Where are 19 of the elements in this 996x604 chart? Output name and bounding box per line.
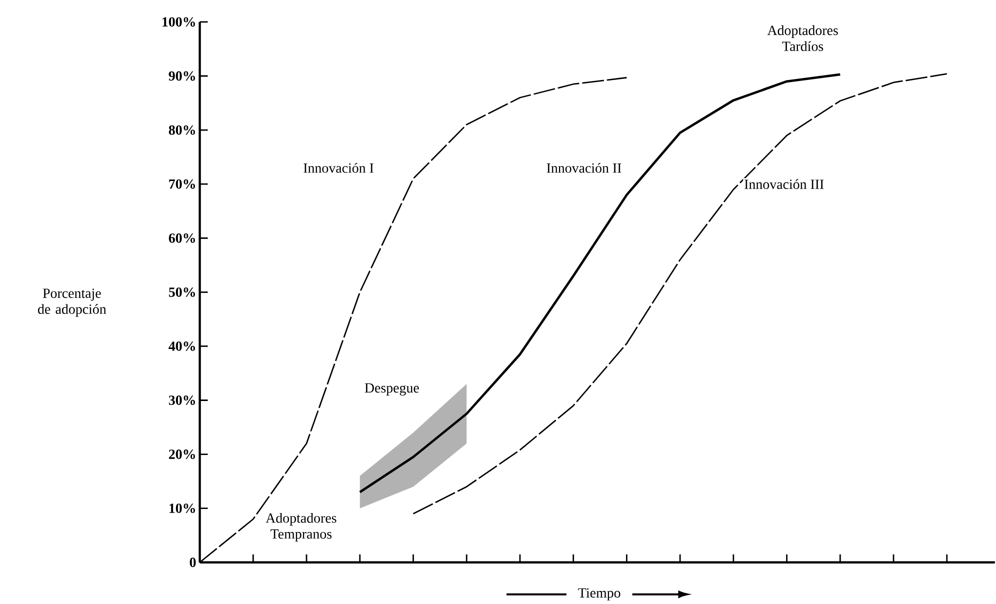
annotation: Adoptadores Tardíos	[767, 25, 838, 52]
x-axis-title: Tiempo	[578, 588, 620, 601]
annotation: Despegue	[364, 383, 419, 396]
y-tick-label: 60%	[168, 234, 195, 243]
y-tick-label: 100%	[162, 17, 195, 27]
text: Innovación I	[304, 163, 374, 173]
y-tick-label: 30%	[168, 396, 195, 406]
y-tick-label: 10%	[170, 504, 195, 514]
y-tick-label: 90%	[168, 71, 195, 81]
y-tick-label: 80%	[168, 125, 195, 135]
y-tick-label: 0	[190, 558, 196, 568]
y-tick-label: 40%	[168, 342, 195, 352]
y-axis-title: Porcentaje de adopción	[38, 288, 106, 317]
series-label: Innovación III	[744, 179, 824, 190]
series-label: Innovación II	[546, 163, 622, 173]
y-tick-label: 50%	[168, 288, 195, 298]
y-tick-label: 20%	[168, 450, 195, 460]
y-tick-label: 70%	[169, 179, 195, 189]
annotation: Adoptadores Tempranos	[266, 513, 336, 542]
